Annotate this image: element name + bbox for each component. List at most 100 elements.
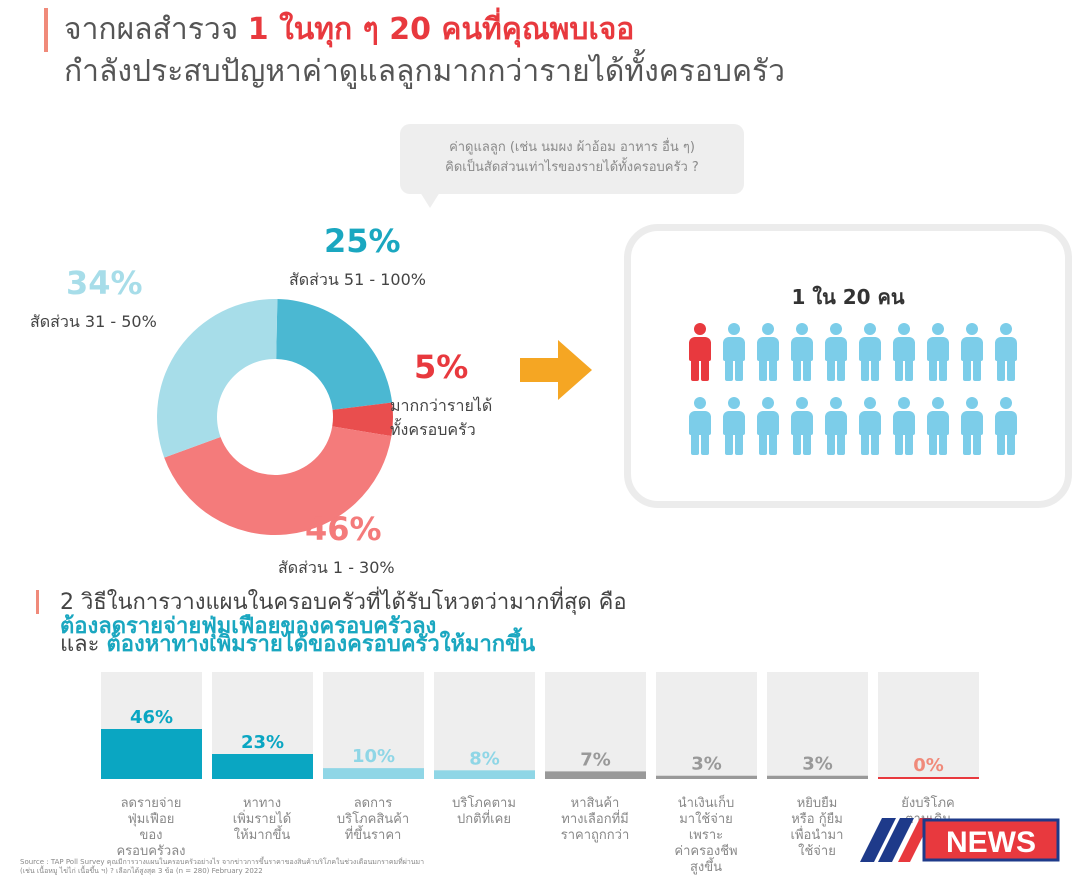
bar-caption-line: นำเงินเก็บ (677, 796, 735, 811)
source-line-1: Source : TAP Poll Survey คุณมีการวางแผนใ… (20, 858, 425, 866)
section-highlight-2: ต้องหาทางเพิ่มรายได้ของครอบครัวให้มากขึ้… (106, 632, 536, 657)
donut-pct-5: 5% (414, 348, 469, 386)
bar-value-label: 46% (130, 707, 173, 728)
bar-caption-line: ยังบริโภค (901, 796, 955, 811)
bar-caption-line: มาใช้จ่าย (679, 812, 733, 827)
bar-caption-line: ใช้จ่าย (798, 844, 836, 859)
donut-slice-5 (332, 402, 393, 437)
bar-background (212, 672, 313, 779)
bar-background (101, 672, 202, 779)
person-icon (683, 397, 717, 457)
person-icon (921, 397, 955, 457)
person-icon (921, 323, 955, 383)
source-line-2: (เช่น เนื้อหมู ไข่ไก่ เนื้อขึ้น ฯ) ? เลื… (20, 867, 263, 875)
bar-caption: ลดรายจ่าย ฟุ่มเฟือย ของ ครอบครัวลง (101, 796, 201, 860)
bar-background (434, 672, 535, 779)
bar-background (545, 672, 646, 779)
bar-caption-line: สูงขึ้น (689, 860, 723, 875)
donut-pct-25: 25% (324, 222, 401, 260)
bar-caption-line: ให้มากขึ้น (233, 828, 291, 843)
bar-value-label: 8% (469, 748, 500, 769)
title-prefix: จากผลสำรวจ (64, 12, 239, 47)
bar-2 (323, 768, 424, 779)
bar-caption-line: ครอบครัวลง (116, 844, 186, 859)
donut-chart (157, 299, 393, 535)
bar-background (656, 672, 757, 779)
bar-caption-line: ของ (139, 828, 163, 843)
bar-caption-line: ฟุ่มเฟือย (127, 812, 175, 827)
donut-slice-46 (164, 426, 392, 535)
people-row-2 (683, 397, 1023, 457)
title-accent-bar (44, 8, 48, 52)
bar-4 (545, 771, 646, 779)
section-accent-bar (36, 590, 39, 614)
bar-caption-line: บริโภคตาม (452, 796, 516, 811)
person-icon (853, 397, 887, 457)
bar-caption: บริโภคตาม ปกติที่เคย (434, 796, 534, 828)
bar-background (323, 672, 424, 779)
person-icon (955, 397, 989, 457)
bar-caption-line: หรือ กู้ยืม (791, 812, 843, 827)
section-highlight-1: ต้องลดรายจ่ายฟุ่มเฟือยของครอบครัวลง (60, 614, 437, 639)
bar-caption: นำเงินเก็บ มาใช้จ่าย เพราะ ค่าครองชีพ สูงขึ้… (656, 796, 756, 876)
donut-label-1-30: สัดส่วน 1 - 30% (278, 558, 395, 577)
bar-5 (656, 775, 757, 779)
bar-caption-line: ค่าครองชีพ (674, 844, 738, 859)
question-bubble-tail (420, 192, 440, 208)
person-icon (785, 397, 819, 457)
person-icon (751, 323, 785, 383)
person-icon (887, 397, 921, 457)
question-line-1: ค่าดูแลลูก (เช่น นมผง ผ้าอ้อม อาหาร อื่น… (449, 140, 695, 155)
bar-caption-line: หาทาง (242, 796, 282, 811)
person-icon (955, 323, 989, 383)
donut-pct-34: 34% (66, 264, 143, 302)
tnn-news-logo: NEWS (860, 818, 1060, 862)
bar-caption-line: ปกติที่เคย (457, 812, 511, 827)
bar-value-label: 7% (580, 749, 611, 770)
donut-label-31-50: สัดส่วน 31 - 50% (30, 312, 157, 331)
bar-caption-line: เพื่อนำมา (790, 828, 844, 843)
bar-caption-line: หยิบยืม (796, 796, 838, 811)
people-row-1 (683, 323, 1023, 383)
person-icon (989, 397, 1023, 457)
donut-label-51-100: สัดส่วน 51 - 100% (289, 270, 426, 289)
question-bubble: ค่าดูแลลูก (เช่น นมผง ผ้าอ้อม อาหาร อื่น… (400, 124, 744, 194)
bar-value-label: 0% (913, 755, 944, 776)
people-title: 1 ใน 20 คน (791, 285, 905, 309)
bar-caption-line: หาสินค้า (570, 796, 620, 811)
bar-1 (212, 754, 313, 779)
bar-caption-line: ทางเลือกที่มี (561, 812, 629, 827)
bar-background (767, 672, 868, 779)
bar-background (878, 672, 979, 779)
bar-value-label: 3% (691, 754, 722, 775)
people-box: 1 ใน 20 คน (624, 224, 1072, 508)
donut-label-more-than-income: มากกว่ารายได้ทั้งครอบครัว (390, 396, 493, 439)
logo-text: NEWS (946, 826, 1036, 859)
person-highlighted-icon (683, 323, 717, 383)
bar-value-label: 10% (352, 746, 395, 767)
bar-3 (434, 770, 535, 779)
source-note: Source : TAP Poll Survey คุณมีการวางแผนใ… (20, 858, 424, 876)
section-heading: 2 วิธีในการวางแผนในครอบครัวที่ได้รับโหวต… (60, 590, 627, 615)
page-title: จากผลสำรวจ 1 ในทุก ๆ 20 คนที่คุณพบเจอ (64, 6, 634, 53)
bar-caption-line: เพราะ (688, 828, 724, 843)
bar-6 (767, 775, 868, 779)
bar-caption: ลดการ บริโภคสินค้า ที่ขึ้นราคา (323, 796, 423, 844)
bar-caption-line: เพิ่มรายได้ (232, 812, 292, 827)
person-icon (751, 397, 785, 457)
bar-caption: หาสินค้า ทางเลือกที่มี ราคาถูกกว่า (545, 796, 645, 844)
page-subtitle: กำลังประสบปัญหาค่าดูแลลูกมากกว่ารายได้ทั… (64, 54, 785, 89)
section-line-3: และ ต้องหาทางเพิ่มรายได้ของครอบครัวให้มา… (60, 626, 535, 661)
bar-value-label: 3% (802, 754, 833, 775)
person-icon (717, 397, 751, 457)
section-and: และ (60, 632, 100, 657)
bar-7 (878, 777, 979, 779)
person-icon (785, 323, 819, 383)
person-icon (819, 397, 853, 457)
arrow-right-icon (520, 340, 592, 400)
bar-caption: หยิบยืม หรือ กู้ยืม เพื่อนำมา ใช้จ่าย (767, 796, 867, 860)
person-icon (887, 323, 921, 383)
donut-slice-34 (157, 299, 278, 458)
bar-caption-line: บริโภคสินค้า (336, 812, 410, 827)
person-icon (989, 323, 1023, 383)
